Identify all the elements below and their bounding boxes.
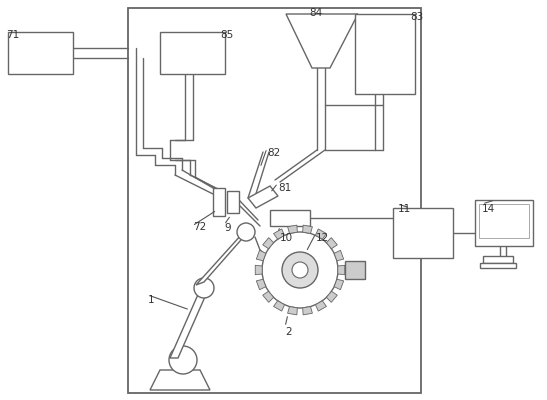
Text: 10: 10 (280, 233, 293, 243)
Bar (270, 210, 310, 226)
Text: 2: 2 (285, 327, 292, 337)
Bar (480, 263, 516, 268)
Text: 82: 82 (267, 148, 280, 158)
Bar (479, 204, 529, 238)
Text: 9: 9 (224, 223, 231, 233)
Polygon shape (302, 306, 312, 315)
Polygon shape (263, 291, 274, 302)
Bar (475, 200, 533, 246)
Polygon shape (316, 301, 327, 311)
Polygon shape (288, 225, 298, 234)
Bar (128, 8, 421, 393)
Text: 72: 72 (193, 222, 206, 232)
Polygon shape (334, 279, 344, 290)
Polygon shape (327, 291, 337, 302)
Circle shape (169, 346, 197, 374)
Polygon shape (248, 186, 278, 208)
Polygon shape (170, 290, 208, 358)
Text: 1: 1 (148, 295, 155, 305)
Text: 83: 83 (410, 12, 423, 22)
Circle shape (237, 223, 255, 241)
Bar (345, 261, 365, 279)
Polygon shape (316, 229, 327, 239)
Polygon shape (196, 232, 248, 285)
Polygon shape (302, 225, 312, 234)
Text: 84: 84 (309, 8, 322, 18)
Bar (393, 208, 453, 258)
Polygon shape (274, 301, 284, 311)
Polygon shape (334, 250, 344, 261)
Polygon shape (150, 370, 210, 390)
Circle shape (282, 252, 318, 288)
Polygon shape (338, 265, 345, 275)
Circle shape (262, 232, 338, 308)
Text: 11: 11 (398, 204, 411, 214)
Polygon shape (257, 250, 266, 261)
Bar (8, 32, 73, 74)
Polygon shape (286, 14, 358, 68)
Text: 12: 12 (316, 233, 329, 243)
Polygon shape (255, 265, 262, 275)
Polygon shape (257, 279, 266, 290)
Bar (213, 188, 225, 216)
Polygon shape (288, 306, 298, 315)
Bar (227, 191, 239, 213)
Text: 71: 71 (6, 30, 19, 40)
Text: 14: 14 (482, 204, 495, 214)
Polygon shape (327, 238, 337, 249)
Bar (483, 256, 513, 263)
Circle shape (292, 262, 308, 278)
Text: 81: 81 (278, 183, 291, 193)
Bar (355, 14, 415, 94)
Text: 85: 85 (220, 30, 233, 40)
Polygon shape (274, 229, 284, 239)
Circle shape (194, 278, 214, 298)
Bar (160, 32, 225, 74)
Polygon shape (263, 238, 274, 249)
